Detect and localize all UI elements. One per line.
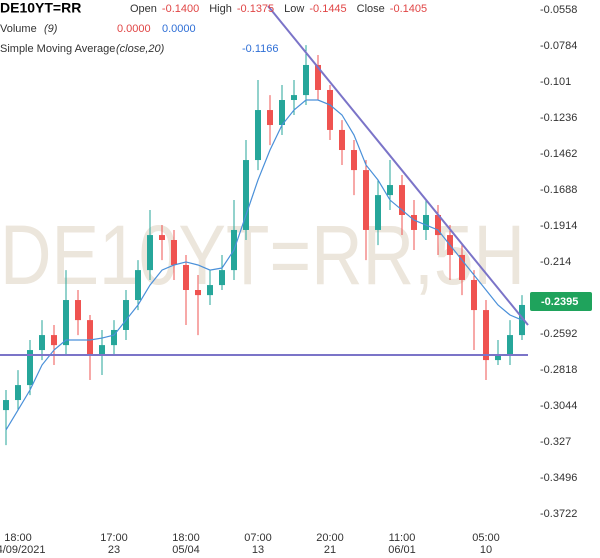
x-tick-date: 13 (252, 544, 264, 556)
candle-body (411, 214, 417, 230)
y-tick-label: -0.3044 (540, 400, 577, 412)
candle-body (123, 300, 129, 330)
x-tick-date: 21 (324, 544, 336, 556)
ohlc-value: -0.1445 (309, 3, 346, 15)
symbol: DE10YT=RR (0, 0, 81, 16)
y-tick-label: -0.327 (540, 436, 571, 448)
candle-body (435, 214, 441, 236)
candle-body (195, 290, 201, 296)
sma-line (5, 99, 523, 431)
candle-body (387, 185, 393, 196)
candle-body (219, 270, 225, 286)
x-tick-label: 07:00 (244, 532, 272, 544)
trend-line (267, 5, 529, 326)
candle-body (183, 265, 189, 291)
candle-body (363, 170, 369, 230)
candle-body (207, 285, 213, 296)
candle-body (87, 320, 93, 355)
candle-body (459, 254, 465, 280)
volume-param: (9) (44, 23, 58, 35)
candle-body (27, 350, 33, 386)
candle-body (147, 235, 153, 271)
x-tick-date: 23 (108, 544, 120, 556)
candle-body (303, 64, 309, 96)
sma-value: -0.1166 (242, 43, 279, 55)
y-tick-label: -0.1688 (540, 184, 577, 196)
candle-body (315, 64, 321, 90)
candle-body (243, 160, 249, 230)
candle-body (471, 279, 477, 311)
candle-body (171, 239, 177, 265)
candle-body (423, 214, 429, 230)
y-tick-label: -0.0784 (540, 40, 577, 52)
y-tick-label: -0.1236 (540, 112, 577, 124)
candle-body (483, 310, 489, 361)
y-tick-label: -0.1462 (540, 148, 577, 160)
candle-body (111, 329, 117, 346)
last-price-box (530, 292, 592, 311)
x-tick-label: 17:00 (100, 532, 128, 544)
candle-body (339, 129, 345, 151)
y-tick-label: -0.1914 (540, 220, 577, 232)
sma-label: Simple Moving Average (0, 43, 115, 55)
x-tick-label: 11:00 (389, 532, 416, 544)
candle-body (75, 300, 81, 321)
x-tick-label: 18:00 (172, 532, 200, 544)
last-price: -0.2395 (541, 296, 578, 308)
candle-body (375, 195, 381, 230)
watermark: DE10YT=RR,5H (0, 208, 525, 302)
x-tick-label: 18:00 (4, 532, 32, 544)
candle-body (39, 335, 45, 351)
candle-body (135, 270, 141, 301)
x-tick-date: 10 (480, 544, 492, 556)
ohlc-label: Low (284, 3, 304, 15)
ohlc-value: -0.1405 (390, 3, 427, 15)
candle-body (267, 110, 273, 126)
ohlc-label: Open (130, 3, 157, 15)
x-tick-label: 05:00 (472, 532, 500, 544)
candle-body (351, 150, 357, 171)
y-tick-label: -0.3496 (540, 472, 577, 484)
candle-body (3, 400, 9, 411)
candle-body (15, 385, 21, 401)
y-tick-label: -0.2592 (540, 328, 577, 340)
x-tick-date: 06/01 (388, 544, 416, 556)
candle-body (99, 345, 105, 355)
y-tick-label: -0.0558 (540, 4, 577, 16)
sma-param: (close,20) (116, 43, 165, 55)
y-tick-label: -0.2818 (540, 364, 577, 376)
candle-body (279, 100, 285, 126)
volume-label: Volume (0, 23, 37, 35)
candle-body (63, 300, 69, 346)
volume-value: 0.0000 (117, 23, 151, 35)
candle-body (291, 95, 297, 101)
ohlc-value: -0.1400 (162, 3, 199, 15)
plot (3, 45, 525, 446)
ohlc-label: Close (357, 3, 385, 15)
ohlc-value: -0.1375 (237, 3, 274, 15)
x-tick-date: 04/09/2021 (0, 544, 46, 556)
x-tick-label: 20:00 (316, 532, 344, 544)
candle-body (507, 335, 513, 355)
candle-body (51, 335, 57, 346)
candle-body (159, 235, 165, 240)
ohlc-header: Open -0.1400 High -0.1375 Low -0.1445 Close -0.… (130, 3, 427, 15)
volume-value: 0.0000 (162, 23, 196, 35)
ohlc-label: High (209, 3, 232, 15)
x-tick-date: 05/04 (172, 544, 200, 556)
y-tick-label: -0.101 (540, 76, 571, 88)
candle-body (327, 89, 333, 130)
y-tick-label: -0.214 (540, 256, 571, 268)
candle-body (255, 110, 261, 161)
candle-body (399, 185, 405, 215)
candle-body (495, 354, 501, 361)
y-tick-label: -0.3722 (540, 508, 577, 520)
